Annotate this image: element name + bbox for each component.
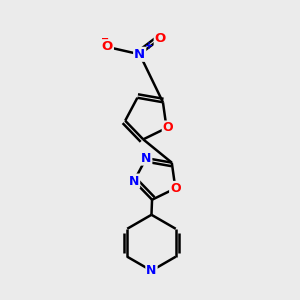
Text: O: O — [163, 122, 173, 134]
Text: N: N — [134, 48, 145, 61]
Text: N: N — [129, 175, 139, 188]
Text: −: − — [101, 34, 109, 44]
Text: O: O — [155, 32, 166, 45]
Text: N: N — [141, 152, 152, 165]
Text: N: N — [146, 264, 157, 277]
Text: O: O — [170, 182, 181, 195]
Text: +: + — [145, 41, 153, 51]
Text: O: O — [102, 40, 113, 53]
